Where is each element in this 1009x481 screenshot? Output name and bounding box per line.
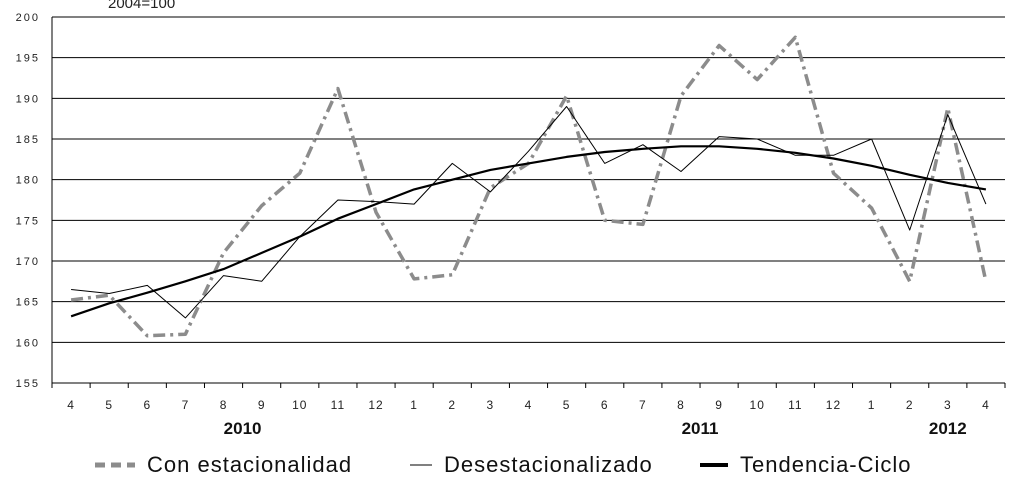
y-tick-label: 175 (16, 215, 40, 227)
x-tick-label: 7 (639, 398, 647, 412)
grid-lines (51, 16, 1005, 384)
legend-label: Tendencia-Ciclo (740, 452, 912, 477)
x-tick-label: 12 (826, 398, 841, 412)
x-tick-label: 10 (750, 398, 765, 412)
line-chart: 2004=100 155160165170175180185190195200 … (16, 0, 1006, 438)
y-tick-label: 195 (16, 53, 40, 65)
x-tick-label: 8 (677, 398, 685, 412)
y-tick-label: 180 (16, 175, 40, 187)
y-axis-ticks: 155 160 165 170 175 180 185 190 195 200 (16, 12, 40, 390)
x-tick-label: 5 (105, 398, 113, 412)
chart-header-text: 2004=100 (108, 0, 175, 12)
series-lines (70, 35, 988, 338)
x-tick-label: 11 (788, 398, 802, 412)
series-line-con-estacionalidad (70, 35, 988, 338)
x-tick-label: 3 (487, 398, 495, 412)
x-tick-label: 4 (67, 398, 75, 412)
x-tick-label: 9 (715, 398, 723, 412)
legend-label: Con estacionalidad (147, 452, 353, 477)
x-tick-label: 2 (906, 398, 914, 412)
legend: Con estacionalidad Desestacionalizado Te… (0, 448, 1009, 481)
legend-item-tendencia-ciclo: Tendencia-Ciclo (700, 452, 912, 478)
x-tick-label: 9 (258, 398, 266, 412)
thin-line-swatch-icon (410, 462, 432, 468)
y-tick-label: 190 (16, 93, 40, 105)
x-tick-label: 3 (944, 398, 952, 412)
year-label: 2012 (929, 419, 967, 438)
legend-item-con-estacionalidad: Con estacionalidad (95, 452, 352, 478)
y-tick-label: 200 (16, 12, 40, 24)
x-tick-label: 8 (220, 398, 228, 412)
x-tick-label: 5 (563, 398, 571, 412)
x-tick-label: 1 (410, 398, 418, 412)
x-tick-label: 6 (601, 398, 609, 412)
series-line-desestacionalizado (71, 106, 987, 319)
series-line-tendencia-ciclo (70, 145, 987, 318)
year-label: 2011 (682, 419, 719, 438)
y-tick-label: 165 (16, 297, 40, 309)
legend-label: Desestacionalizado (444, 452, 653, 477)
y-tick-label: 155 (16, 378, 40, 390)
x-tick-label: 12 (368, 398, 383, 412)
x-tick-label: 2 (448, 398, 456, 412)
x-tick-label: 11 (331, 398, 345, 412)
x-tick-label: 4 (982, 398, 990, 412)
legend-item-desestacionalizado: Desestacionalizado (410, 452, 653, 478)
y-tick-label: 170 (16, 256, 40, 268)
x-tick-label: 1 (868, 398, 876, 412)
x-tick-label: 10 (292, 398, 307, 412)
y-tick-label: 185 (16, 134, 40, 146)
x-tick-label: 6 (143, 398, 151, 412)
year-label: 2010 (224, 419, 262, 438)
x-tick-label: 4 (525, 398, 533, 412)
y-tick-label: 160 (16, 337, 40, 349)
dashed-line-swatch-icon (95, 462, 135, 468)
x-tick-label: 7 (182, 398, 190, 412)
thick-line-swatch-icon (700, 462, 728, 468)
